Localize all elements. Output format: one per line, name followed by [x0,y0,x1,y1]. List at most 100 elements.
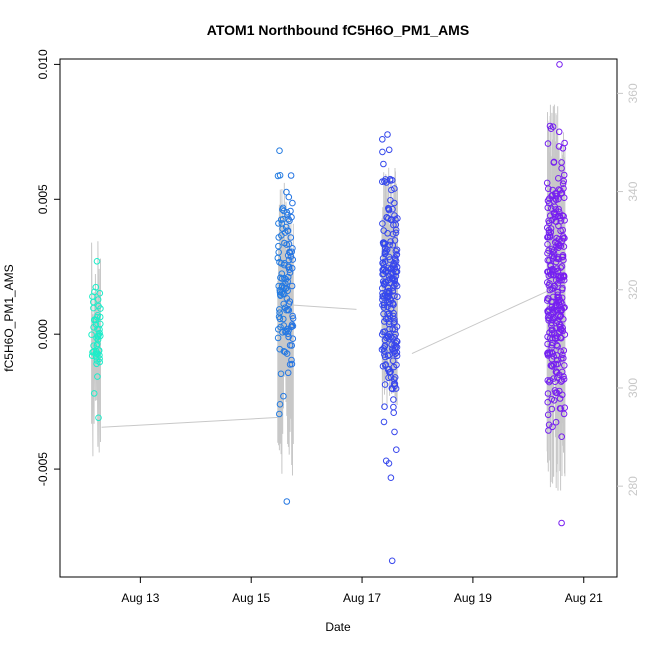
data-point [547,125,555,132]
data-point [391,292,398,300]
secondary-series [91,104,566,491]
data-point [551,203,559,211]
data-point [381,381,389,388]
data-point [558,263,566,270]
data-point [385,206,393,214]
data-point [285,327,292,335]
data-point [558,294,566,302]
data-point [560,410,568,418]
data-point [557,190,565,197]
data-point [559,253,566,261]
data-point [389,269,397,277]
data-point [544,295,551,302]
y2-tick-label: 280 [626,476,640,496]
data-point [549,363,556,370]
data-point [280,207,288,215]
x-axis-label: Date [325,620,351,634]
data-point [384,131,391,138]
data-point [554,294,562,302]
data-point [379,136,386,143]
data-point [548,285,556,293]
data-point [393,251,401,258]
data-point [389,357,397,365]
data-point [546,280,553,287]
y-tick-label: -0.005 [36,452,50,486]
data-point [561,404,569,412]
data-point [274,172,282,180]
data-point [275,326,282,333]
data-point [555,175,562,182]
data-point [386,325,393,333]
x-tick-label: Aug 17 [343,591,381,605]
data-point [275,313,283,321]
data-point [557,242,565,250]
data-point [552,418,560,426]
data-point [379,259,387,266]
data-point [388,216,396,223]
data-point [555,143,563,150]
data-point [555,255,563,263]
x-tick-label: Aug 21 [565,591,603,605]
data-point [94,296,102,303]
data-point [385,284,392,292]
secondary-connector-1 [284,303,357,310]
data-point [544,411,552,419]
data-point [557,348,565,355]
data-point [285,306,293,314]
data-point [289,315,297,322]
data-point [560,273,568,281]
data-point [379,178,386,185]
data-point [555,235,563,243]
data-point [547,261,554,269]
data-point [386,368,394,376]
data-point [386,351,393,359]
data-point [389,385,396,393]
data-point [559,324,567,332]
data-point [548,216,556,224]
y2-tick-label: 320 [626,279,640,299]
data-point [380,160,387,168]
data-point [561,362,568,369]
data-point [274,334,282,342]
data-point [560,185,567,192]
data-point [558,433,566,441]
data-point [560,212,567,220]
data-point [555,222,562,230]
data-point [385,287,392,295]
data-point [560,177,568,185]
data-point [283,325,291,333]
data-point [378,331,386,338]
data-point [284,330,292,338]
data-point [276,410,283,418]
data-point [558,286,566,293]
data-point [552,276,560,284]
data-point [384,332,392,340]
data-point [289,312,296,320]
data-point [93,334,100,342]
data-point [390,363,398,371]
data-point [90,390,98,397]
data-point [93,348,100,355]
data-point [386,335,393,343]
data-point [380,280,388,287]
data-point [289,335,297,343]
data-point [391,185,398,192]
data-point [283,350,291,357]
secondary-connector-0 [101,416,279,428]
data-point [283,188,290,196]
plot-frame [59,58,618,578]
data-point [95,414,102,422]
data-point [544,333,551,341]
data-point [392,216,399,223]
data-point [379,254,387,262]
data-point [90,348,97,356]
data-point [286,217,293,225]
data-point [284,211,291,219]
y2-tick-label: 300 [626,378,640,398]
data-point [560,243,568,250]
data-point [549,423,556,431]
y-tick-label: 0.005 [36,184,50,214]
data-point [286,342,294,349]
data-point [559,272,567,280]
data-point [551,334,559,342]
